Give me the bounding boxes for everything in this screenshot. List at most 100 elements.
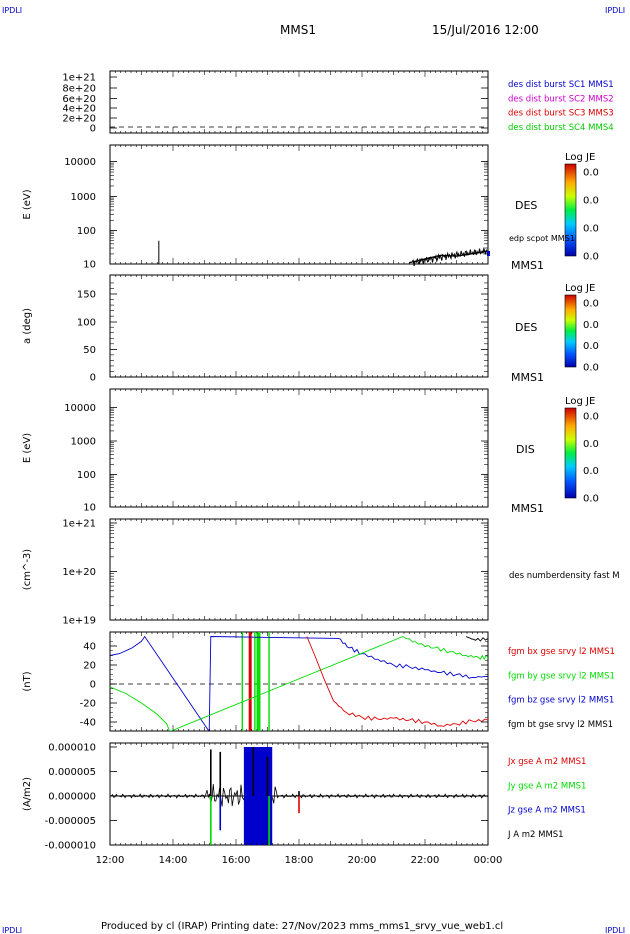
y-axis-label: E (eV) bbox=[22, 189, 33, 219]
y-axis-label: E (eV) bbox=[22, 433, 33, 463]
tick-marks bbox=[109, 71, 489, 846]
probe-label: MMS1 bbox=[511, 371, 544, 384]
instrument-label: DIS bbox=[516, 443, 535, 456]
x-tick-label: 00:00 bbox=[474, 855, 503, 866]
colorbar bbox=[564, 163, 577, 257]
panel-content bbox=[110, 126, 577, 845]
y-tick-label: 100 bbox=[77, 226, 96, 237]
y-tick-label: 10000 bbox=[64, 403, 96, 414]
y-tick-label: -40 bbox=[80, 718, 96, 729]
colorbar bbox=[564, 294, 577, 368]
overlay-label: edp scpot MMS1 bbox=[509, 234, 575, 243]
corner-label-top-left: IPDLI bbox=[2, 6, 22, 15]
y-tick-label: 2e+20 bbox=[62, 114, 96, 125]
colorbar-label: 0.0 bbox=[583, 299, 599, 310]
y-tick-label: 0.000000 bbox=[48, 792, 96, 803]
colorbar-title: Log JE bbox=[565, 283, 595, 294]
x-tick-label: 12:00 bbox=[96, 855, 125, 866]
y-tick-label: -0.000005 bbox=[45, 816, 96, 827]
y-axis-label: (A/m2) bbox=[22, 777, 33, 811]
legend-entry: des dist burst SC4 MMS4 bbox=[508, 123, 614, 133]
y-tick-label: 100 bbox=[77, 318, 96, 329]
colorbar-label: 0.0 bbox=[583, 196, 599, 207]
y-tick-label: 1000 bbox=[71, 192, 96, 203]
colorbar-label: 0.0 bbox=[583, 439, 599, 450]
instrument-label: DES bbox=[515, 321, 537, 334]
y-axis-label: (cm^-3) bbox=[22, 549, 33, 590]
scpot-noise bbox=[412, 247, 489, 267]
y-tick-label: -0.000010 bbox=[45, 841, 96, 852]
fgm-series-group bbox=[110, 632, 488, 731]
legend-entry: Jy gse A m2 MMS1 bbox=[507, 781, 586, 791]
colorbar-label: 0.0 bbox=[583, 252, 599, 263]
colorbar-label: 0.0 bbox=[583, 168, 599, 179]
x-tick-label: 14:00 bbox=[159, 855, 188, 866]
y-tick-label: 6e+20 bbox=[62, 94, 96, 105]
y-tick-label: -20 bbox=[80, 699, 96, 710]
fgm-series-line bbox=[110, 635, 488, 731]
probe-label: MMS1 bbox=[511, 259, 544, 272]
legend-entry: fgm bx gse srvy l2 MMS1 bbox=[508, 647, 615, 657]
panel-frame-5 bbox=[109, 631, 489, 732]
y-tick-label: 20 bbox=[83, 661, 96, 672]
legend-entry: des dist burst SC3 MMS3 bbox=[508, 109, 614, 119]
y-tick-label: 0 bbox=[90, 680, 96, 691]
x-tick-label: 16:00 bbox=[222, 855, 251, 866]
y-tick-label: 0.000005 bbox=[48, 767, 96, 778]
colorbar-title: Log JE bbox=[565, 396, 595, 407]
legend-entry: Jz gse A m2 MMS1 bbox=[507, 806, 586, 816]
y-axis-label: a (deg) bbox=[22, 308, 33, 344]
x-tick-label: 18:00 bbox=[285, 855, 314, 866]
y-tick-label: 10 bbox=[83, 503, 96, 514]
y-tick-label: 4e+20 bbox=[62, 104, 96, 115]
y-tick-label: 10000 bbox=[64, 157, 96, 168]
y-tick-label: 10 bbox=[83, 260, 96, 271]
y-tick-label: 0 bbox=[90, 373, 96, 384]
panel-frame-1 bbox=[109, 144, 489, 265]
x-tick-label: 20:00 bbox=[348, 855, 377, 866]
probe-label: MMS1 bbox=[511, 502, 544, 515]
x-tick-label: 22:00 bbox=[411, 855, 440, 866]
panel-frame-2 bbox=[109, 274, 489, 378]
legend-entry: des dist burst SC2 MMS2 bbox=[508, 94, 614, 104]
y-axis-label: (nT) bbox=[22, 671, 33, 691]
corner-label-bottom-right: IPDLI bbox=[605, 926, 625, 934]
y-tick-label: 8e+20 bbox=[62, 84, 96, 95]
colorbar bbox=[564, 407, 577, 499]
legend-entry: J A m2 MMS1 bbox=[507, 830, 564, 840]
legend-entry: fgm by gse srvy l2 MMS1 bbox=[508, 671, 615, 681]
colorbar-label: 0.0 bbox=[583, 363, 599, 374]
corner-label-bottom-left: IPDLI bbox=[2, 926, 22, 934]
burst-band bbox=[256, 632, 261, 731]
y-tick-label: 40 bbox=[83, 642, 96, 653]
colorbar-title: Log JE bbox=[565, 152, 595, 163]
colorbar-label: 0.0 bbox=[583, 341, 599, 352]
spacecraft-title: MMS1 bbox=[280, 23, 316, 37]
colorbar-label: 0.0 bbox=[583, 224, 599, 235]
legend-entry: fgm bz gse srvy l2 MMS1 bbox=[508, 696, 614, 706]
tick-labels: 12:00 14:00 16:00 18:00 20:00 22:00 00:00 1e+21… bbox=[22, 73, 620, 867]
instrument-label: DES bbox=[515, 199, 537, 212]
y-tick-label: 50 bbox=[83, 345, 96, 356]
legend-entry: fgm bt gse srvy l2 MMS1 bbox=[508, 720, 613, 730]
y-tick-label: 0.000010 bbox=[48, 743, 96, 754]
current-series-group bbox=[110, 747, 488, 845]
y-tick-label: 100 bbox=[77, 470, 96, 481]
colorbar-label: 0.0 bbox=[583, 466, 599, 477]
legend-entry: des dist burst SC1 MMS1 bbox=[508, 80, 614, 90]
panel-frame-4 bbox=[109, 518, 489, 621]
footer-credit: Produced by cl (IRAP) Printing date: 27/… bbox=[101, 921, 503, 932]
y-tick-label: 1e+21 bbox=[62, 73, 96, 84]
corner-label-top-right: IPDLI bbox=[605, 6, 625, 15]
legend-entry: Jx gse A m2 MMS1 bbox=[507, 757, 586, 767]
panel-frame-0 bbox=[109, 70, 489, 134]
fgm-series-line bbox=[110, 635, 488, 731]
y-tick-label: 1e+19 bbox=[62, 616, 96, 627]
colorbar-edge bbox=[487, 251, 490, 256]
legend-entry: des numberdensity fast M bbox=[509, 571, 620, 581]
y-tick-label: 1e+21 bbox=[62, 519, 96, 530]
date-title: 15/Jul/2016 12:00 bbox=[432, 23, 539, 37]
y-tick-label: 150 bbox=[77, 290, 96, 301]
colorbar-label: 0.0 bbox=[583, 412, 599, 423]
